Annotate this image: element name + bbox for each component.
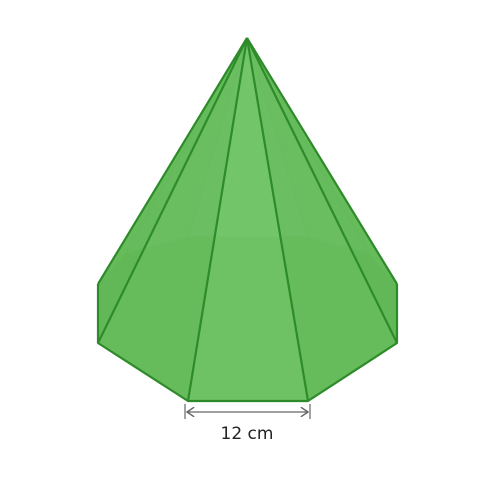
front-face-right <box>247 38 397 401</box>
base-edge-length-label: 12 cm <box>221 424 274 444</box>
dimension-marker: 12 cm <box>184 404 311 444</box>
front-face-center <box>188 38 308 401</box>
front-faces <box>98 38 397 401</box>
lateral-edge <box>186 37 249 402</box>
front-face-left <box>98 38 247 401</box>
front-base-edges <box>96 284 399 403</box>
lateral-edge <box>246 37 398 285</box>
lateral-edge <box>246 37 398 344</box>
lateral-edge <box>97 37 248 344</box>
visible-edges <box>96 37 399 403</box>
lateral-edge <box>245 37 310 402</box>
lateral-edge <box>97 37 248 285</box>
